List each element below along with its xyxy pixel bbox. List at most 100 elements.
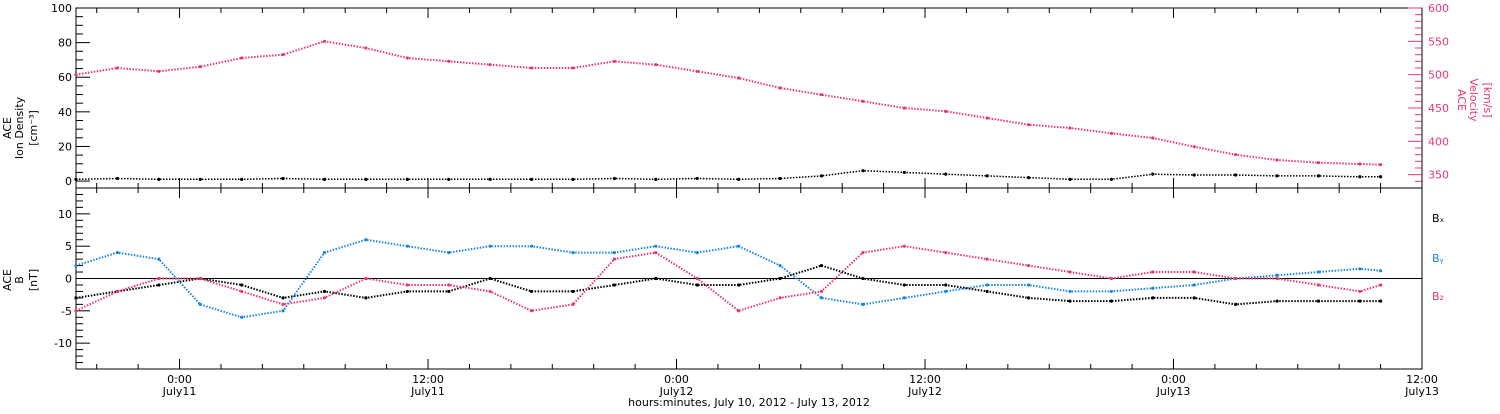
bz-series-point <box>902 244 906 248</box>
bx-series-point <box>985 289 989 294</box>
bz-series-point <box>1192 270 1196 274</box>
bx-series-point <box>364 296 368 300</box>
velocity-series-point <box>322 39 327 43</box>
velocity-series-point <box>1378 163 1383 167</box>
density-series-point <box>944 172 948 176</box>
density-axis-label-line2: Ion Density <box>13 96 26 159</box>
bz-series-point <box>405 283 409 287</box>
velocity-series-point <box>778 86 782 90</box>
legend-bz: B₂ <box>1432 290 1444 303</box>
b-tick-label: -5 <box>61 305 72 318</box>
by-series-point <box>1358 267 1362 271</box>
bx-series-point <box>1151 296 1155 300</box>
bz-series-point <box>488 289 492 294</box>
velocity-series-point <box>571 66 575 70</box>
bz-series-point <box>281 302 285 306</box>
bx-series-point <box>1068 299 1072 303</box>
bx-series-point <box>1275 299 1279 303</box>
velocity-series-point <box>198 65 202 69</box>
bx-series-point <box>1358 299 1362 303</box>
legend-by: Bᵧ <box>1432 252 1444 265</box>
by-series-point <box>74 263 78 268</box>
chart-marks: 0 20 40 60 80 100 350 400 450 500 550 600 -10 -5 0 5 10 0… <box>51 2 1449 398</box>
velocity-tick-label: 600 <box>1428 2 1449 15</box>
bz-series-point <box>737 309 741 313</box>
velocity-series-point <box>1109 131 1113 135</box>
bz-series-point <box>1358 289 1362 294</box>
density-series-point <box>1316 174 1321 178</box>
bz-series-point <box>861 251 865 255</box>
density-series-point <box>861 169 865 173</box>
velocity-series-point <box>405 56 409 60</box>
velocity-tick-label: 350 <box>1428 169 1449 182</box>
by-series-point <box>1275 273 1279 277</box>
by-series-point <box>1192 283 1196 287</box>
velocity-series-point <box>695 69 699 73</box>
bx-series-point <box>157 283 161 287</box>
bx-series-point <box>819 263 824 268</box>
by-series-point <box>115 251 120 255</box>
density-series-point <box>695 176 699 181</box>
by-series-point <box>157 257 161 261</box>
by-series-point <box>819 296 824 300</box>
bx-series-point <box>322 289 327 294</box>
top-panel-frame <box>75 7 1423 189</box>
bx-series-point <box>1316 299 1321 303</box>
bx-series-point <box>1026 296 1031 300</box>
bx-series-point <box>861 276 865 281</box>
by-series-point <box>778 263 782 268</box>
x-tick-label-time: 12:00 <box>1406 373 1438 386</box>
by-series-point <box>364 238 368 242</box>
b-axis-label-line3: [nT] <box>27 269 40 291</box>
density-series-point <box>1275 174 1279 178</box>
bz-series-point <box>198 276 202 281</box>
velocity-axis-label-line2: Velocity <box>1467 78 1480 122</box>
bx-series-point <box>654 276 658 281</box>
bx-series-point <box>1109 299 1113 303</box>
by-series-point <box>405 244 409 248</box>
x-tick-label-date: July11 <box>410 385 445 398</box>
density-series-point <box>1358 175 1362 179</box>
by-series-point <box>1026 283 1031 287</box>
velocity-series-point <box>1358 162 1362 166</box>
bz-series-point <box>364 276 368 281</box>
density-series-point <box>654 177 658 181</box>
bz-series-point <box>1275 276 1279 281</box>
velocity-series-point <box>364 46 368 50</box>
by-series-point <box>240 315 244 319</box>
velocity-series-point <box>819 93 824 97</box>
density-series-point <box>115 176 120 181</box>
bz-series-point <box>157 276 161 281</box>
bx-series-point <box>695 283 699 287</box>
bz-series-point <box>571 302 575 306</box>
bx-series-point <box>447 289 451 294</box>
velocity-series <box>75 40 1381 166</box>
x-tick-label-time: 12:00 <box>412 373 444 386</box>
density-series-point <box>447 177 451 181</box>
bx-series-point <box>405 289 409 294</box>
b-tick-label: 10 <box>58 208 72 221</box>
density-tick-label: 100 <box>51 2 72 15</box>
velocity-series-point <box>1275 158 1279 162</box>
bz-series-point <box>819 289 824 294</box>
density-series-point <box>240 177 244 181</box>
velocity-tick-label: 400 <box>1428 135 1449 148</box>
velocity-series-point <box>1316 161 1321 165</box>
density-series-point <box>571 177 575 181</box>
density-series-point <box>1109 177 1113 181</box>
density-axis-label-line3: [cm⁻³] <box>27 110 40 146</box>
x-tick-label-date: July13 <box>1156 385 1191 398</box>
density-series-point <box>198 177 202 181</box>
density-series-point <box>737 177 741 181</box>
velocity-tick-label: 550 <box>1428 35 1449 48</box>
bz-series-point <box>1068 270 1072 274</box>
bz-series-point <box>447 283 451 287</box>
by-series-point <box>1068 289 1072 294</box>
by-series-point <box>861 302 865 306</box>
x-tick-label-time: 12:00 <box>909 373 941 386</box>
b-axis-label-line1: ACE <box>1 269 14 291</box>
by-series-point <box>1316 270 1321 274</box>
velocity-series-point <box>902 106 906 110</box>
